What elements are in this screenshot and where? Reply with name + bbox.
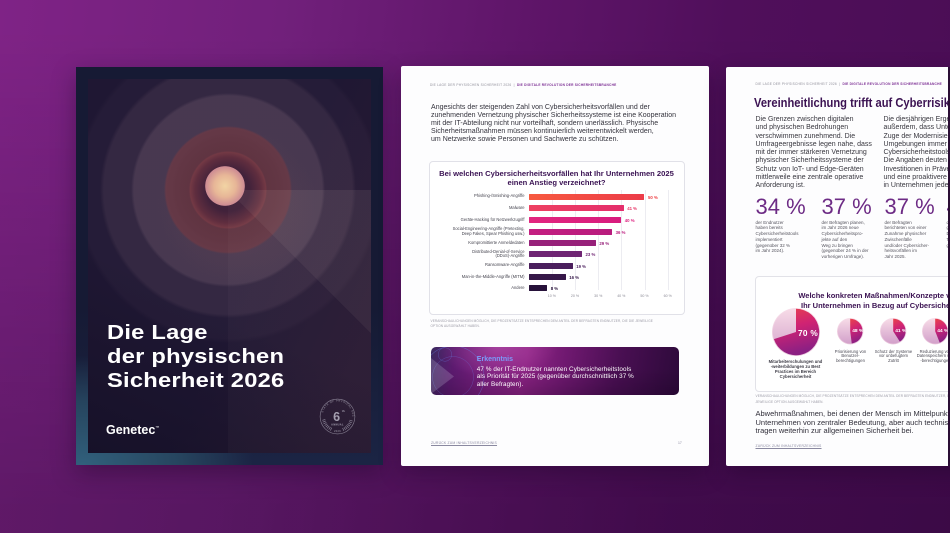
svg-text:th: th	[342, 409, 345, 413]
svg-text:ANNUAL: ANNUAL	[331, 423, 344, 426]
svg-text:6: 6	[333, 410, 340, 424]
svg-text:2026: 2026	[334, 429, 341, 433]
